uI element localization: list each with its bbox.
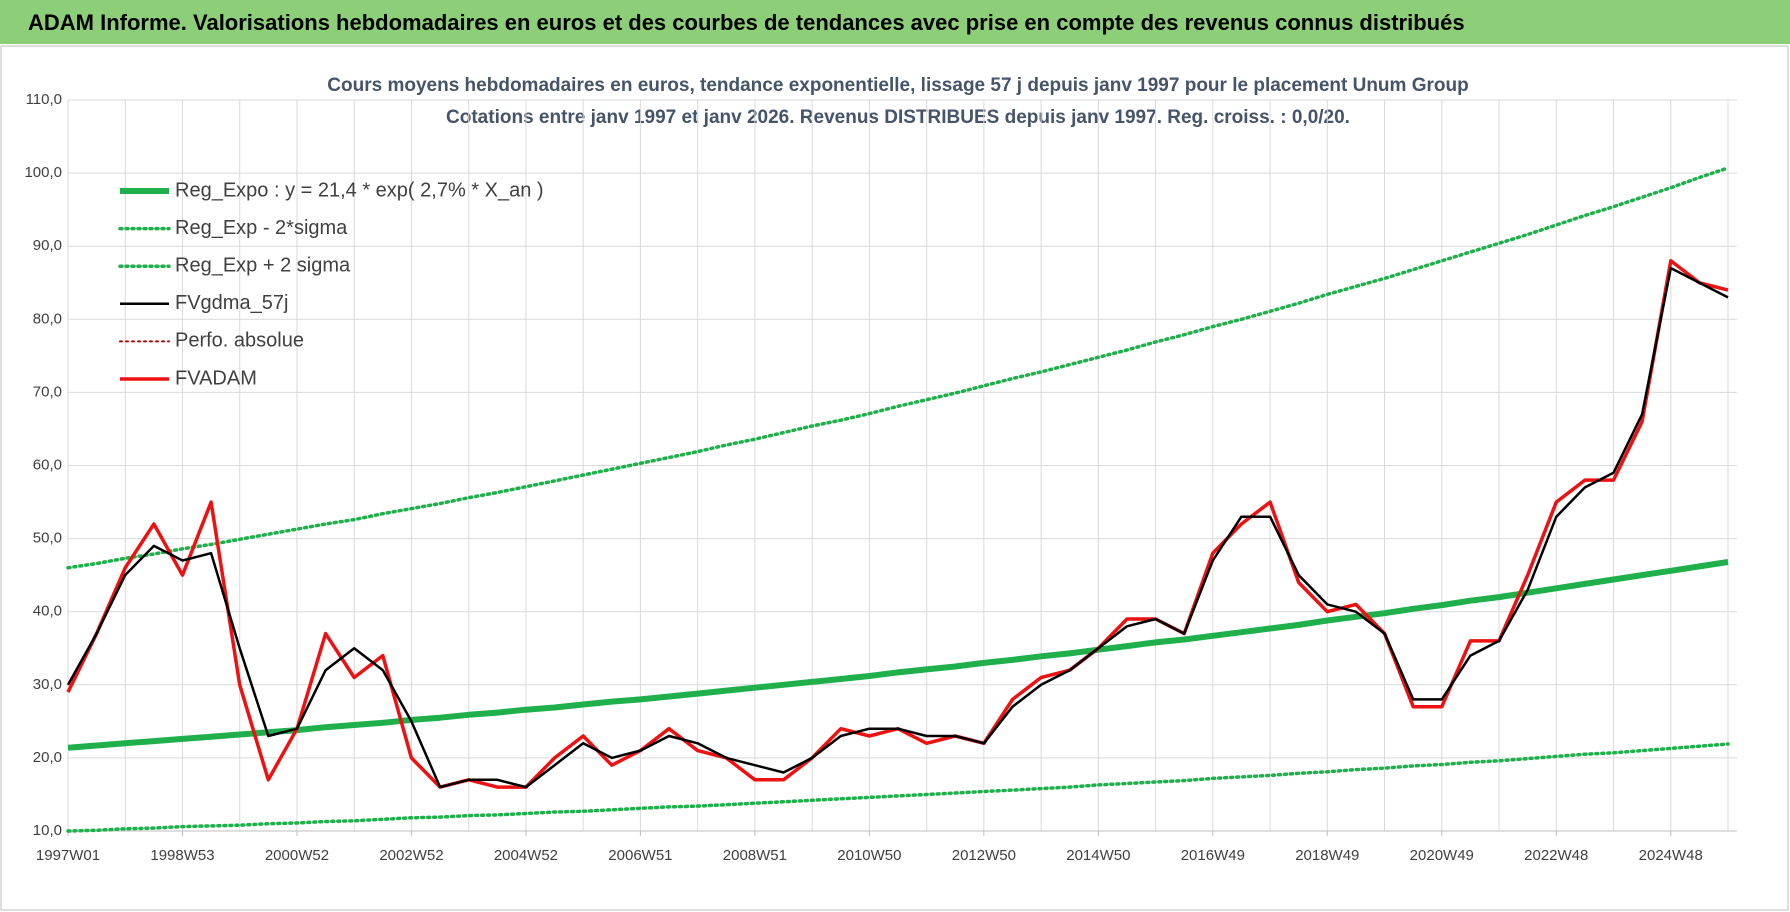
x-tick-label: 2002W52: [379, 847, 443, 864]
series-line: [66, 742, 1730, 833]
x-tick-label: 1997W01: [36, 847, 100, 864]
y-tick-label: 90,0: [33, 237, 62, 254]
x-tick-label: 2012W50: [952, 847, 1016, 864]
legend-label: Perfo. absolue: [175, 330, 304, 352]
y-tick-label: 110,0: [26, 91, 62, 108]
y-tick-label: 30,0: [33, 676, 62, 693]
y-tick-label: 40,0: [33, 603, 62, 620]
series-line: [66, 266, 1729, 789]
legend-label: Reg_Exp + 2 sigma: [175, 254, 351, 276]
x-tick-label: 2016W49: [1181, 847, 1245, 864]
y-tick-label: 60,0: [33, 456, 62, 473]
header-bar: ADAM Informe. Valorisations hebdomadaire…: [0, 0, 1790, 44]
legend-label: Reg_Exp - 2*sigma: [175, 217, 348, 239]
x-tick-label: 2014W50: [1066, 847, 1130, 864]
legend-label: FVADAM: [175, 367, 257, 389]
y-tick-label: 100,0: [24, 164, 62, 181]
header-title: ADAM Informe. Valorisations hebdomadaire…: [28, 10, 1465, 35]
y-tick-label: 10,0: [33, 822, 62, 839]
x-tick-label: 2004W52: [494, 847, 558, 864]
x-tick-label: 2018W49: [1295, 847, 1359, 864]
x-tick-label: 2000W52: [265, 847, 329, 864]
x-tick-label: 2024W48: [1639, 847, 1703, 864]
chart-frame: [0, 45, 1789, 911]
x-tick-label: 2010W50: [837, 847, 901, 864]
x-tick-label: 1998W53: [150, 847, 214, 864]
chart-subtitle: Cotations entre janv 1997 et janv 2026. …: [446, 107, 1350, 128]
chart-title: Cours moyens hebdomadaires en euros, ten…: [327, 75, 1468, 96]
x-tick-label: 2022W48: [1524, 847, 1588, 864]
legend-label: Reg_Expo : y = 21,4 * exp( 2,7% * X_an ): [175, 179, 544, 201]
legend-label: FVgdma_57j: [175, 292, 288, 314]
y-tick-label: 20,0: [33, 749, 62, 766]
series-line: [66, 166, 1730, 570]
series-line: [67, 559, 1729, 751]
y-tick-label: 50,0: [33, 530, 62, 547]
x-tick-label: 2006W51: [608, 847, 672, 864]
x-tick-label: 2008W51: [723, 847, 787, 864]
x-tick-label: 2020W49: [1410, 847, 1474, 864]
y-tick-label: 80,0: [33, 310, 62, 327]
y-tick-label: 70,0: [33, 383, 62, 400]
